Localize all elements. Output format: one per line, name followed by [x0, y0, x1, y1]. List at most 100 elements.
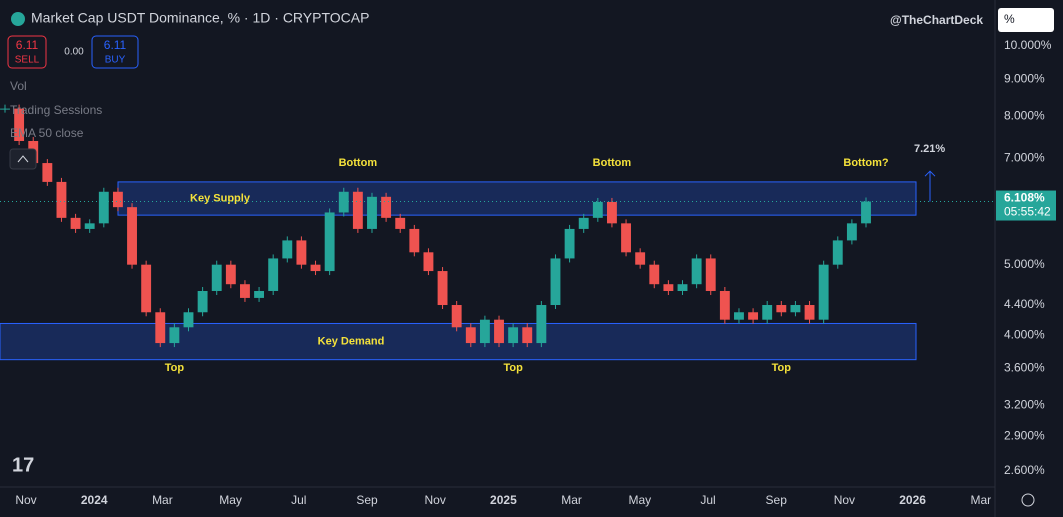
buy-button[interactable]: [91, 35, 139, 69]
candle: [494, 319, 504, 344]
y-tick-label: 10.000%: [1004, 38, 1052, 52]
x-tick-label: May: [628, 493, 651, 507]
y-tick-label: 2.900%: [1004, 429, 1045, 443]
zone-label: Key Supply: [190, 192, 251, 204]
candle: [508, 327, 519, 344]
x-tick-label: 2025: [490, 493, 517, 507]
x-tick-label: Mar: [970, 493, 991, 507]
buy-price: 6.11: [104, 38, 127, 52]
candle: [804, 305, 815, 320]
plot: Key Supply Key Demand Bottom Bottom Bottom? T…: [0, 104, 917, 374]
x-tick-label: Nov: [834, 493, 855, 507]
candle: [84, 223, 95, 229]
candle: [381, 196, 392, 218]
sell-button[interactable]: [7, 35, 47, 69]
candle: [663, 284, 674, 291]
candle: [14, 108, 25, 141]
y-tick-label: 4.000%: [1004, 327, 1045, 341]
x-tick-label: Jul: [291, 493, 306, 507]
candle: [141, 264, 152, 313]
candle: [621, 223, 631, 253]
indicator[interactable]: Trading Sessions: [10, 103, 102, 117]
candle: [465, 327, 476, 344]
annotation: Top: [503, 362, 523, 374]
annotation: Bottom?: [843, 157, 888, 169]
candle: [734, 312, 744, 320]
y-tick-label: 3.600%: [1004, 360, 1045, 374]
candle: [155, 312, 166, 344]
candle: [479, 319, 490, 344]
indicator[interactable]: Vol: [10, 79, 27, 93]
sell-label: SELL: [15, 55, 40, 66]
candle: [762, 305, 773, 320]
candle: [324, 212, 335, 272]
candle: [522, 327, 533, 344]
y-tick-label: 3.200%: [1004, 398, 1045, 412]
candle: [818, 264, 829, 320]
x-tick-label: Nov: [425, 493, 446, 507]
title: Market Cap USDT Dominance, % · 1D · CRYP…: [31, 10, 369, 26]
candle: [310, 264, 321, 272]
target-arrow: [924, 170, 936, 202]
unit: %: [1004, 12, 1015, 26]
candle: [790, 305, 801, 313]
buy-label: BUY: [105, 55, 126, 66]
candle: [649, 264, 660, 285]
x-tick-label: Nov: [15, 493, 36, 507]
candle: [719, 290, 730, 320]
candle: [225, 264, 236, 285]
x-tick-label: Jul: [700, 493, 715, 507]
unit-box[interactable]: [998, 8, 1054, 32]
candle: [211, 264, 222, 291]
x-tick-label: 2024: [81, 493, 108, 507]
candle: [861, 201, 871, 224]
x-tick-label: May: [219, 493, 242, 507]
y-tick-label: 4.400%: [1004, 297, 1045, 311]
y-tick-label: 5.000%: [1004, 257, 1045, 271]
candle: [451, 305, 462, 328]
candle: [296, 240, 307, 265]
candle: [423, 252, 434, 272]
symbol-icon: [11, 12, 25, 26]
candle: [169, 327, 180, 344]
annotation: Bottom: [593, 157, 632, 169]
y-tick-label: 7.000%: [1004, 151, 1045, 165]
candle: [691, 258, 702, 285]
candle: [98, 191, 109, 224]
settings-icon[interactable]: [1021, 493, 1035, 507]
candle: [282, 240, 293, 259]
candle: [338, 191, 349, 213]
spread: 0.00: [64, 47, 84, 58]
x-tick-label: Sep: [766, 493, 788, 507]
timer: 05:55:42: [1004, 205, 1051, 219]
candle: [536, 305, 547, 344]
x-tick-label: Mar: [152, 493, 173, 507]
y-tick-label: 2.600%: [1004, 463, 1045, 477]
candle: [748, 312, 759, 320]
x-tick-label: Mar: [561, 493, 582, 507]
candle: [183, 312, 194, 328]
author: @TheChartDeck: [890, 13, 983, 27]
candle: [42, 163, 53, 182]
annotation: Top: [772, 362, 792, 374]
candle: [635, 252, 646, 265]
collapse-button[interactable]: [9, 148, 37, 170]
candle: [254, 290, 265, 298]
candle: [776, 305, 787, 313]
candle: [268, 258, 279, 291]
candle: [197, 290, 208, 313]
y-tick-label: 8.000%: [1004, 109, 1045, 123]
candle: [409, 228, 420, 253]
x-tick-label: Sep: [356, 493, 378, 507]
y-tick-label: 9.000%: [1004, 71, 1045, 85]
candle: [846, 223, 857, 241]
candle: [564, 228, 575, 259]
target-label: 7.21%: [914, 143, 945, 155]
collapse-icon: [17, 155, 29, 163]
candle: [367, 196, 377, 229]
tv-logo: 17: [12, 454, 34, 476]
candle: [56, 181, 67, 218]
indicator[interactable]: EMA 50 close: [10, 126, 84, 140]
